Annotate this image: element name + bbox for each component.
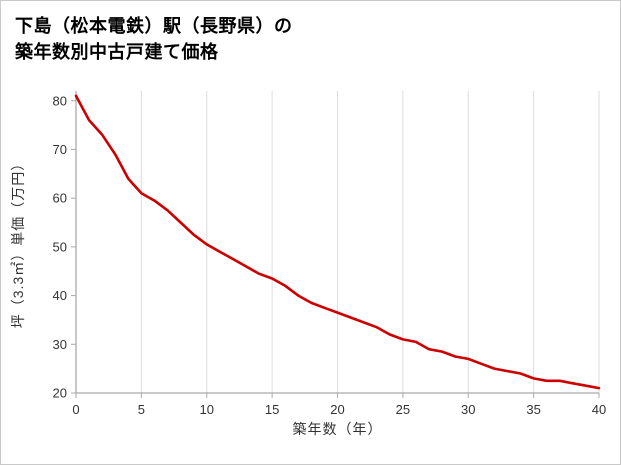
y-axis-label: 坪（3.3㎡）単価（万円） <box>10 155 26 329</box>
chart: 坪（3.3㎡）単価（万円） 20 30 40 50 60 70 80 0 5 10 15 20 25 30… <box>1 79 620 449</box>
price-line-series <box>74 94 601 390</box>
y-tick-label: 70 <box>53 142 67 157</box>
page-title-line1: 下島（松本電鉄）駅（長野県）の <box>15 16 293 36</box>
x-tick-label: 40 <box>592 402 606 417</box>
page-title: 下島（松本電鉄）駅（長野県）の 築年数別中古戸建て価格 <box>1 1 620 79</box>
x-tick-label: 0 <box>72 402 79 417</box>
page-title-line2: 築年数別中古戸建て価格 <box>15 42 219 63</box>
x-tick-label: 15 <box>265 402 279 417</box>
y-tick-label: 80 <box>53 93 67 108</box>
plot-area: 20 30 40 50 60 70 80 0 5 10 15 20 25 30 35 40 <box>53 91 606 417</box>
y-tick-label: 50 <box>53 239 67 254</box>
x-tick-label: 35 <box>526 402 540 417</box>
x-tick-label: 25 <box>396 402 410 417</box>
x-tick-label: 10 <box>200 402 214 417</box>
x-tick-label: 30 <box>461 402 475 417</box>
y-tick-label: 20 <box>53 386 67 401</box>
x-tick-label: 5 <box>138 402 145 417</box>
y-tick-label: 40 <box>53 288 67 303</box>
y-tick-label: 60 <box>53 191 67 206</box>
y-tick-label: 30 <box>53 337 67 352</box>
x-tick-label: 20 <box>330 402 344 417</box>
x-axis-label: 築年数（年） <box>292 421 383 437</box>
